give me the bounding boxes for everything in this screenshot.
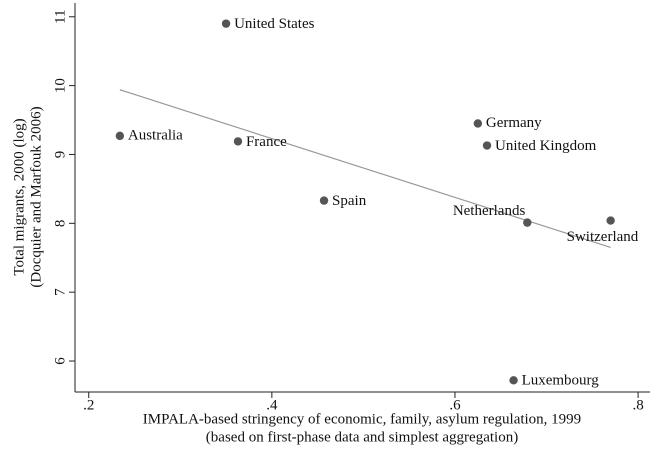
point-label: Germany	[486, 115, 542, 131]
point-label: United States	[234, 16, 315, 32]
point-label: United Kingdom	[495, 138, 597, 154]
y-tick-label: 9	[52, 151, 68, 159]
y-tick-label: 7	[52, 288, 68, 296]
point-label: Australia	[128, 127, 183, 143]
fit-line	[119, 89, 611, 248]
point	[523, 218, 532, 227]
x-tick-label: .2	[83, 397, 94, 413]
y-tick-label: 6	[52, 357, 68, 365]
y-axis-subtitle: (Docquier and Marfouk 2006)	[28, 106, 44, 287]
x-tick-label: .8	[632, 397, 643, 413]
point	[115, 131, 125, 141]
point	[606, 216, 615, 225]
y-tick-label: 10	[52, 78, 68, 93]
point	[233, 137, 243, 146]
point	[319, 196, 329, 205]
point	[473, 119, 483, 128]
x-tick-label: .6	[449, 397, 461, 413]
x-axis-subtitle: (based on first-phase data and simplest …	[206, 429, 518, 445]
point-label: Luxembourg	[522, 373, 600, 389]
x-axis-title: IMPALA-based stringency of economic, fam…	[143, 411, 581, 427]
point-label: Switzerland	[567, 229, 639, 245]
point-label: Spain	[332, 193, 367, 209]
y-tick-label: 11	[52, 10, 68, 24]
point	[482, 141, 492, 150]
point	[221, 19, 231, 28]
y-tick-label: 8	[52, 220, 68, 228]
y-axis-title: Total migrants, 2000 (log)	[11, 118, 27, 275]
point-label: Netherlands	[453, 203, 526, 219]
x-tick-label: .4	[266, 397, 278, 413]
point	[509, 376, 518, 385]
point-label: France	[246, 134, 287, 150]
